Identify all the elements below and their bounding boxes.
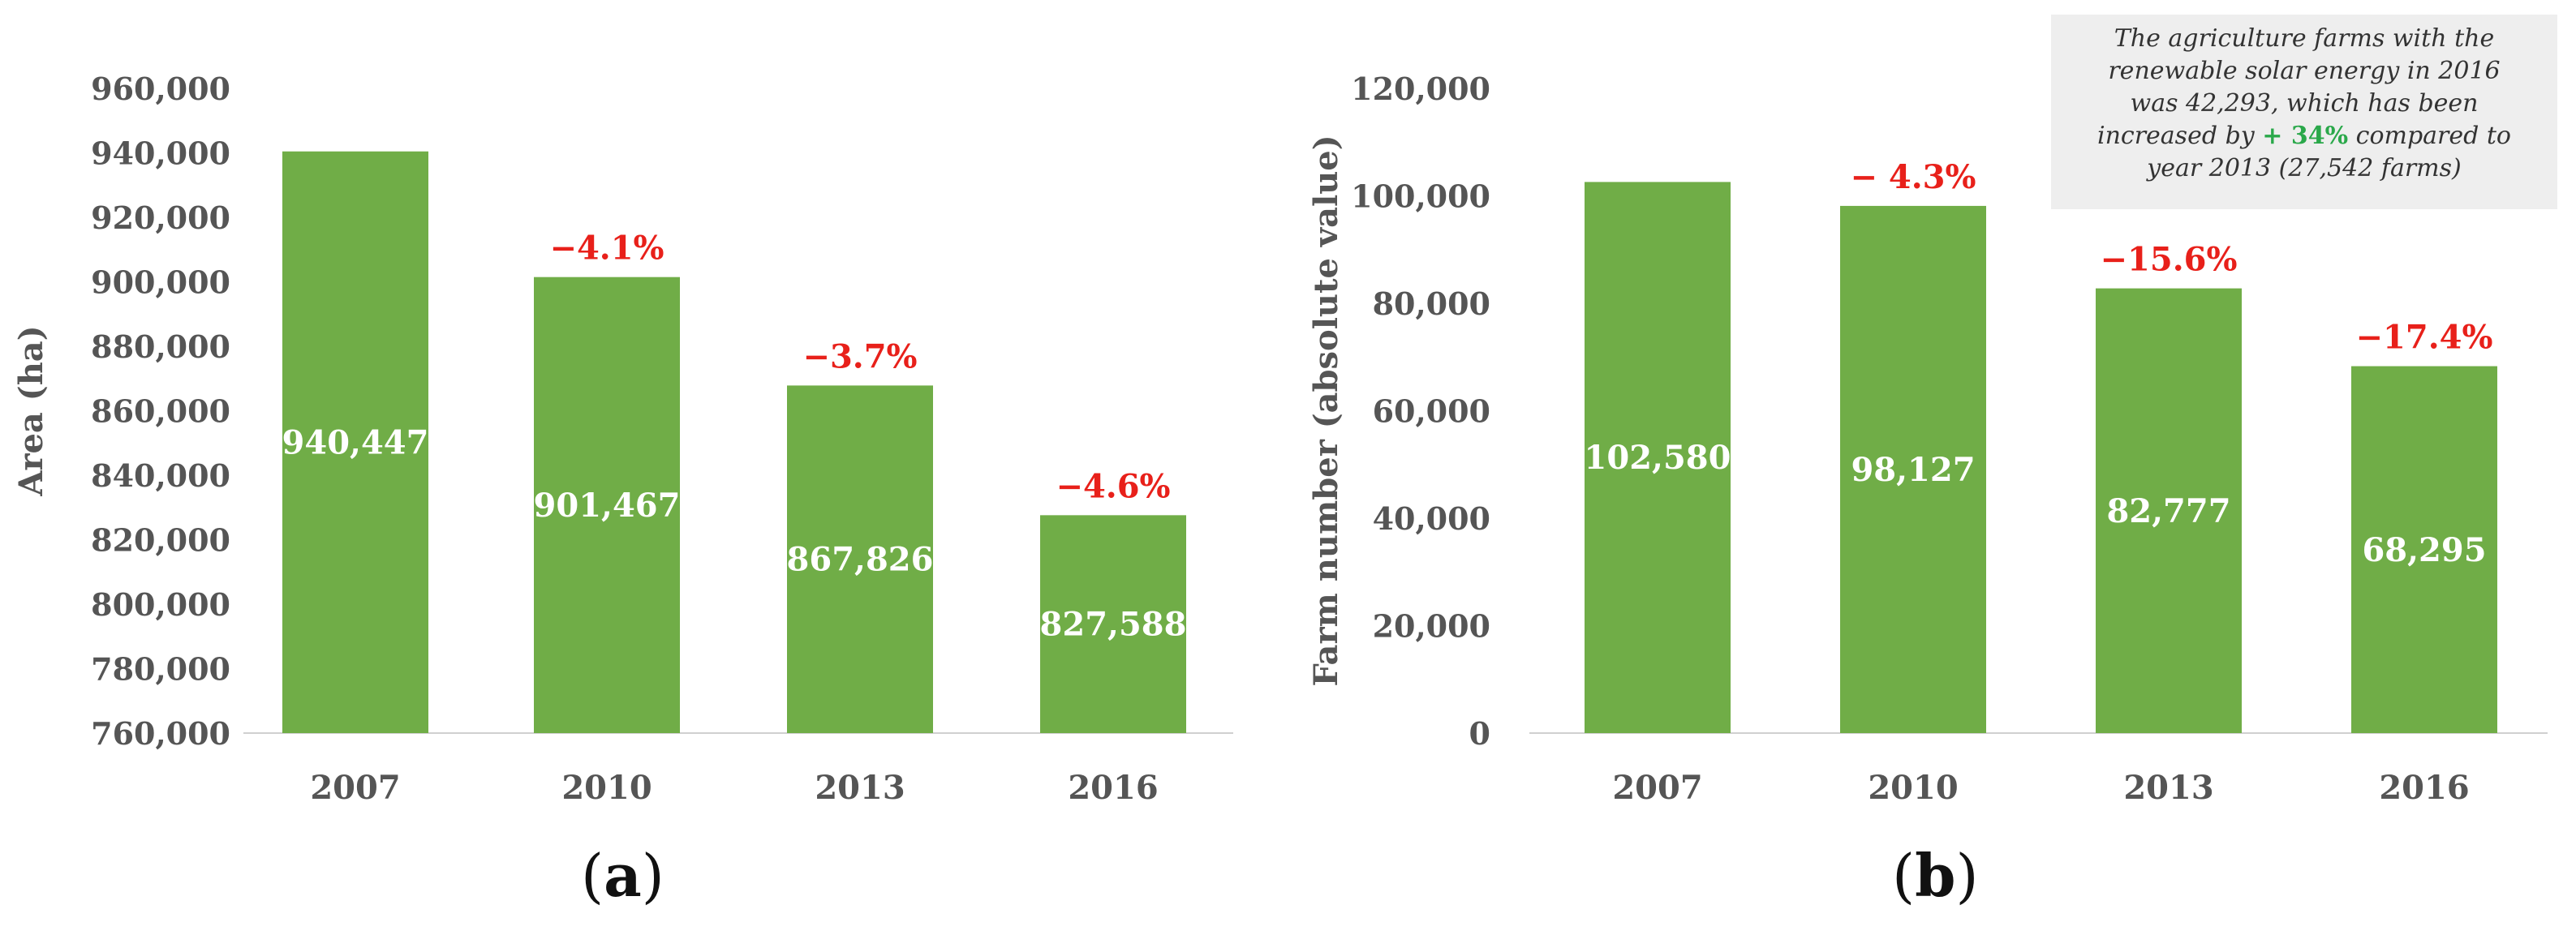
bar-2010 [534, 277, 680, 733]
y-tick-label: 860,000 [91, 393, 230, 430]
x-tick-label: 2007 [1612, 769, 1702, 807]
percent-change-label: −4.1% [549, 229, 664, 268]
percent-change-label: −3.7% [802, 337, 917, 375]
percent-change-label: −15.6% [2101, 241, 2238, 279]
panel-b-letter: b [1915, 841, 1956, 910]
percent-change-label: −4.6% [1056, 467, 1170, 505]
bar-value-label: 82,777 [2106, 492, 2230, 530]
note-line-3: was 42,293, which has been [2130, 89, 2479, 118]
x-tick-label: 2007 [310, 769, 400, 807]
bar-2010 [1840, 205, 1986, 733]
bar-value-label: 940,447 [282, 423, 429, 461]
y-tick-label: 900,000 [91, 264, 230, 301]
panel-label-a: (a) [581, 839, 664, 912]
panel-b-open-paren: ( [1892, 842, 1916, 910]
x-tick-label: 2016 [1068, 769, 1158, 807]
bar-2016 [1040, 515, 1186, 733]
note-line-4-post: compared to [2348, 122, 2511, 150]
panel-b-close-paren: ) [1955, 842, 1979, 910]
note-line-2: renewable solar energy in 2016 [2108, 57, 2501, 85]
panel-label-b: (b) [1892, 839, 1979, 912]
bar-value-label: 102,580 [1585, 439, 1731, 477]
y-tick-label: 820,000 [91, 522, 230, 559]
x-tick-label: 2010 [1868, 769, 1958, 807]
bar-2007 [1585, 182, 1731, 734]
y-tick-label: 760,000 [91, 715, 230, 752]
panel-a-open-paren: ( [581, 842, 604, 910]
x-tick-label: 2013 [2123, 769, 2213, 807]
chart-a-area: 760,000 780,000 800,000 820,000 840,000 860,0… [12, 71, 1233, 807]
note-line-4-pre: increased by [2096, 122, 2263, 150]
chart-b-farm-number: 0 20,000 40,000 60,000 80,000 100,000 120,000F… [1307, 71, 2548, 807]
y-tick-label: 120,000 [1351, 71, 1490, 107]
bar-value-label: 901,467 [534, 487, 681, 525]
y-tick-label: 0 [1469, 715, 1490, 752]
y-tick-label: 800,000 [91, 586, 230, 623]
percent-change-label: −17.4% [2356, 319, 2493, 357]
y-tick-label: 100,000 [1351, 178, 1490, 215]
bar-2016 [2351, 366, 2497, 733]
panel-a-letter: a [604, 841, 642, 910]
note-line-5: year 2013 (27,542 farms) [2147, 154, 2462, 182]
bar-value-label: 68,295 [2362, 531, 2486, 569]
x-tick-label: 2016 [2379, 769, 2469, 807]
note-line-4: increased by + 34% compared to [2062, 120, 2546, 152]
x-tick-label: 2013 [815, 769, 905, 807]
y-tick-label: 780,000 [91, 651, 230, 688]
y-tick-label: 60,000 [1373, 393, 1490, 430]
note-line-1: The agriculture farms with the [2114, 24, 2495, 53]
y-tick-label: 80,000 [1373, 285, 1490, 322]
y-tick-label: 940,000 [91, 135, 230, 172]
annotation-note-box: The agriculture farms with the renewable… [2051, 15, 2557, 209]
y-tick-label: 40,000 [1373, 500, 1490, 537]
panel-a-close-paren: ) [641, 842, 664, 910]
bar-value-label: 98,127 [1851, 451, 1975, 489]
bar-2013 [787, 385, 933, 733]
note-highlight-increase: + 34% [2262, 122, 2349, 150]
y-tick-label: 960,000 [91, 71, 230, 107]
bar-2013 [2096, 288, 2242, 733]
percent-change-label: − 4.3% [1850, 158, 1976, 196]
y-tick-label: 920,000 [91, 199, 230, 236]
bar-2007 [282, 151, 428, 734]
y-tick-label: 880,000 [91, 328, 230, 365]
bar-value-label: 867,826 [787, 541, 934, 579]
y-axis-label: Farm number (absolute value) [1307, 135, 1345, 686]
bar-value-label: 827,588 [1040, 606, 1187, 644]
y-tick-label: 20,000 [1373, 608, 1490, 645]
y-tick-label: 840,000 [91, 457, 230, 494]
y-axis-label: Area (ha) [12, 325, 50, 496]
x-tick-label: 2010 [561, 769, 652, 807]
